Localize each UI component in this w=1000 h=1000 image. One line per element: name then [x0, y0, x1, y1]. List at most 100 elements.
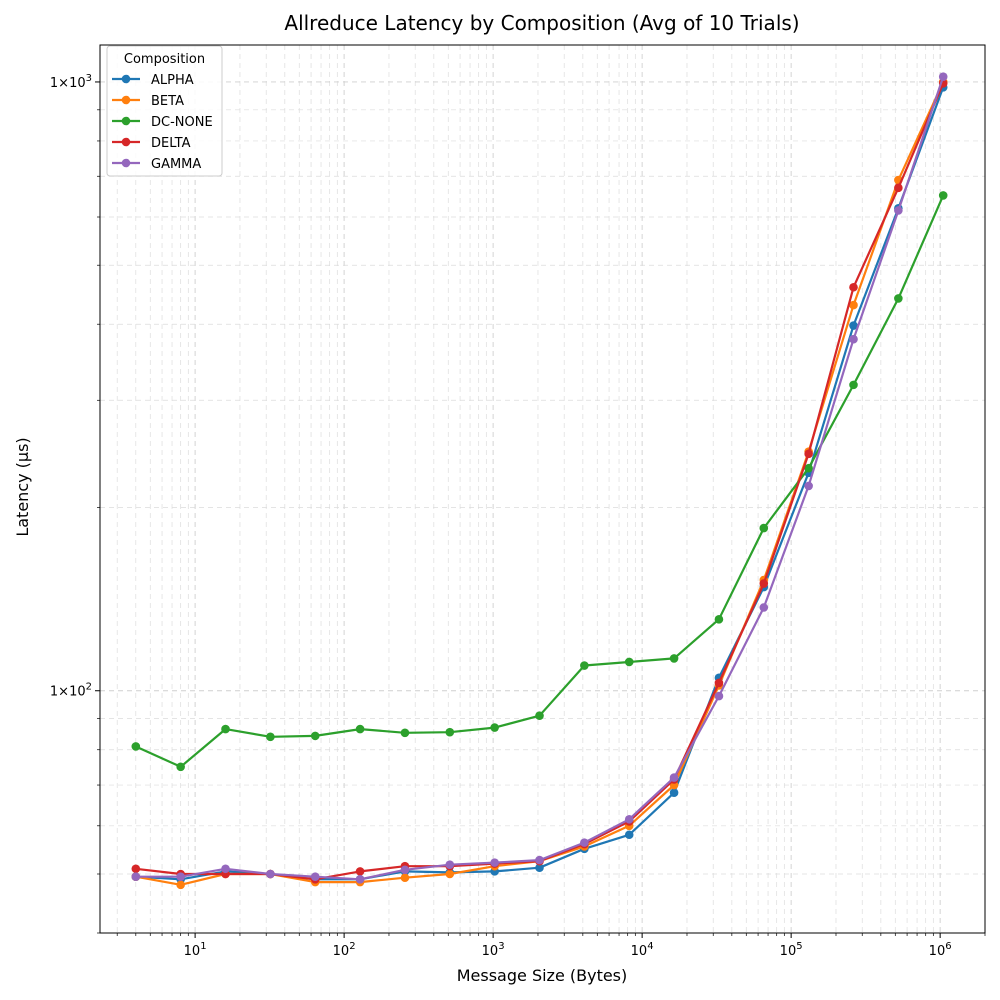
- legend-item-gamma: GAMMA: [112, 157, 201, 172]
- series-line: [135, 76, 945, 881]
- data-point: [310, 731, 320, 741]
- data-point: [849, 321, 858, 330]
- data-point: [176, 762, 185, 772]
- legend-label: DELTA: [151, 136, 191, 151]
- y-tick-exp: 3: [86, 73, 92, 84]
- data-point: [849, 282, 858, 292]
- data-point: [849, 334, 858, 344]
- x-tick-label: 103: [482, 941, 505, 959]
- legend-item-alpha: ALPHA: [112, 73, 194, 88]
- y-tick-part: 1: [50, 685, 58, 700]
- x-tick-label: 102: [333, 941, 356, 959]
- legend-swatch-marker: [121, 158, 131, 168]
- data-point: [804, 449, 813, 459]
- data-point: [759, 523, 769, 533]
- data-point: [221, 724, 230, 734]
- data-point: [849, 380, 858, 390]
- legend-label: BETA: [151, 94, 184, 109]
- data-point: [445, 869, 455, 879]
- data-point: [400, 728, 410, 738]
- data-point: [176, 880, 185, 890]
- legend-item-dc-none: DC-NONE: [112, 115, 213, 130]
- x-tick-exp: 5: [796, 941, 802, 952]
- series-dc-none: [131, 191, 948, 772]
- data-point: [580, 838, 589, 847]
- series-line: [135, 86, 945, 881]
- data-point: [894, 294, 903, 303]
- data-point: [938, 72, 948, 82]
- data-point: [176, 872, 185, 881]
- x-tick-label: 104: [631, 941, 654, 959]
- data-point: [624, 814, 634, 824]
- y-tick-part: 10: [69, 76, 86, 91]
- series-line: [135, 194, 945, 768]
- legend: Composition ALPHA BETA DC-NONE DELTA GAMMA: [106, 45, 223, 177]
- data-point: [759, 579, 769, 588]
- data-point: [221, 864, 230, 874]
- legend-swatch-marker: [121, 137, 131, 147]
- data-point: [714, 678, 724, 688]
- data-point: [624, 657, 634, 667]
- x-tick-exp: 6: [945, 941, 951, 952]
- legend-label: DC-NONE: [151, 115, 213, 130]
- y-tick-label: 1×102: [50, 682, 92, 700]
- legend-item-beta: BETA: [112, 94, 184, 109]
- data-point: [535, 863, 544, 873]
- y-tick-part: 1: [50, 76, 58, 91]
- data-point: [355, 867, 365, 876]
- x-tick-exp: 1: [200, 941, 206, 952]
- data-point: [669, 788, 679, 798]
- data-point: [759, 603, 769, 612]
- data-point: [714, 615, 724, 624]
- data-point: [535, 855, 544, 865]
- x-tick-base: 10: [333, 944, 350, 959]
- x-tick-label: 101: [184, 941, 207, 959]
- data-point: [445, 860, 455, 869]
- series-group: [131, 72, 948, 890]
- data-point: [714, 691, 724, 701]
- series-beta: [131, 77, 948, 890]
- x-tick-exp: 4: [647, 941, 653, 952]
- data-point: [804, 463, 813, 473]
- legend-item-delta: DELTA: [112, 136, 191, 151]
- plot-frame: [99, 44, 986, 934]
- x-tick-base: 10: [184, 944, 201, 959]
- series-line: [135, 81, 945, 886]
- legend-label: GAMMA: [151, 157, 201, 172]
- data-point: [580, 661, 589, 670]
- chart-title: Allreduce Latency by Composition (Avg of…: [284, 11, 799, 35]
- series-alpha: [131, 82, 948, 884]
- data-point: [400, 873, 410, 883]
- legend-swatch-marker: [121, 95, 131, 105]
- data-point: [266, 732, 275, 742]
- data-point: [266, 869, 275, 879]
- x-tick-base: 10: [482, 944, 499, 959]
- y-tick-part: ×: [58, 685, 69, 700]
- grid: [100, 45, 986, 934]
- y-tick-part: ×: [58, 76, 69, 91]
- legend-swatch-marker: [121, 116, 131, 126]
- legend-title: Composition: [124, 52, 205, 67]
- data-point: [894, 206, 903, 215]
- x-axis-label: Message Size (Bytes): [457, 966, 628, 985]
- x-tick-label: 105: [780, 941, 803, 959]
- series-gamma: [131, 72, 948, 884]
- x-tick-label: 106: [929, 941, 952, 959]
- data-point: [490, 858, 499, 867]
- x-tick-exp: 3: [498, 941, 504, 952]
- data-point: [400, 865, 410, 875]
- y-axis-label: Latency (μs): [13, 437, 32, 536]
- y-tick-label: 1×103: [50, 73, 92, 91]
- data-point: [355, 724, 365, 734]
- series-delta: [131, 78, 948, 884]
- data-point: [938, 191, 948, 200]
- x-tick-base: 10: [780, 944, 797, 959]
- legend-swatch-marker: [121, 74, 131, 84]
- data-point: [131, 864, 141, 874]
- x-tick-exp: 2: [349, 941, 355, 952]
- data-point: [355, 875, 365, 884]
- x-tick-base: 10: [631, 944, 648, 959]
- x-tick-base: 10: [929, 944, 946, 959]
